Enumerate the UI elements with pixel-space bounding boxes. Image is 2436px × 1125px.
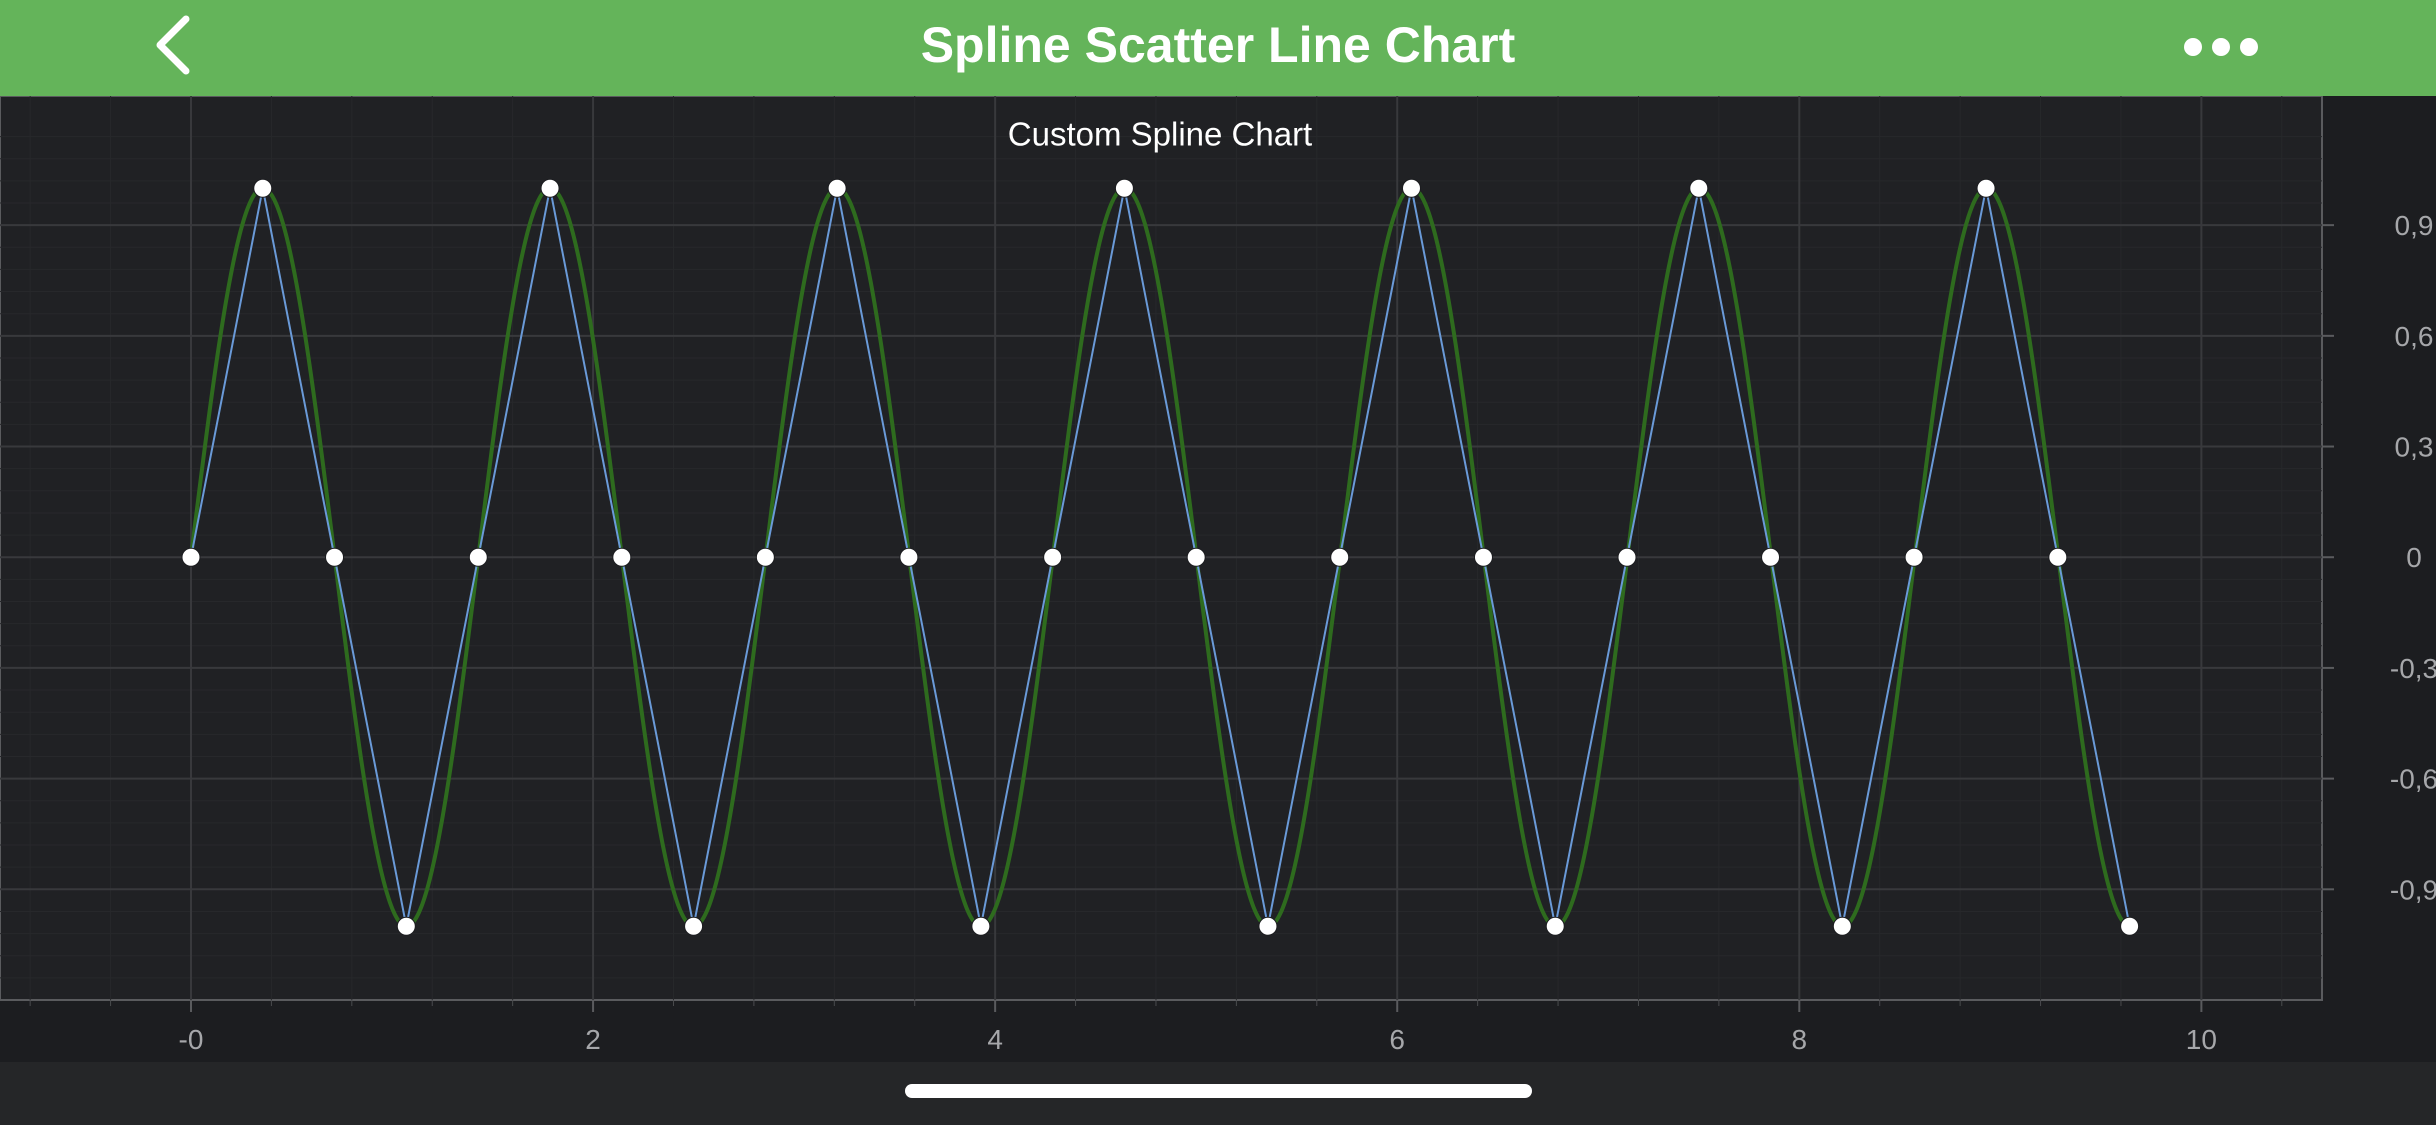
data-point-marker: [755, 547, 775, 567]
x-tick-label: -0: [179, 1024, 204, 1055]
data-point-marker: [540, 178, 560, 198]
x-tick-label: 10: [2186, 1024, 2217, 1055]
plot-background: [0, 96, 2323, 1001]
back-button[interactable]: [138, 12, 208, 78]
more-options-button[interactable]: [2176, 22, 2266, 72]
data-point-marker: [1545, 916, 1565, 936]
y-tick-label: -0,3: [2390, 653, 2436, 684]
spline-scatter-chart[interactable]: -0 2 4 6 8 10 0,9 0,6 0,3 0 -0,3 -0,6 -0,9 Custom Sp…: [0, 96, 2436, 1062]
x-tick-label: 2: [585, 1024, 601, 1055]
data-point-marker: [1258, 916, 1278, 936]
data-point-marker: [396, 916, 416, 936]
data-point-marker: [468, 547, 488, 567]
data-point-marker: [971, 916, 991, 936]
data-point-marker: [1832, 916, 1852, 936]
data-point-marker: [612, 547, 632, 567]
data-point-marker: [2048, 547, 2068, 567]
data-point-marker: [1617, 547, 1637, 567]
data-point-marker: [1473, 547, 1493, 567]
data-point-marker: [1904, 547, 1924, 567]
chart-title: Custom Spline Chart: [1008, 116, 1312, 153]
data-point-marker: [827, 178, 847, 198]
y-tick-label: 0: [2406, 542, 2422, 573]
data-point-marker: [1976, 178, 1996, 198]
y-tick-label: -0,6: [2390, 764, 2436, 795]
data-point-marker: [1401, 178, 1421, 198]
data-point-marker: [253, 178, 273, 198]
data-point-marker: [1761, 547, 1781, 567]
data-point-marker: [1043, 547, 1063, 567]
bottom-bar: [0, 1062, 2436, 1125]
data-point-marker: [2120, 916, 2140, 936]
data-point-marker: [899, 547, 919, 567]
y-tick-label: -0,9: [2390, 874, 2436, 905]
y-tick-label: 0,6: [2395, 321, 2434, 352]
line-series-line: [190, 188, 2131, 927]
data-point-marker: [181, 547, 201, 567]
home-indicator[interactable]: [905, 1084, 1532, 1098]
data-point-marker: [684, 916, 704, 936]
data-point-marker: [1186, 547, 1206, 567]
x-tick-label: 6: [1389, 1024, 1405, 1055]
x-tick-label: 4: [987, 1024, 1003, 1055]
x-tick-label: 8: [1792, 1024, 1808, 1055]
data-point-marker: [1330, 547, 1350, 567]
y-tick-label: 0,3: [2395, 432, 2434, 463]
chart-surface[interactable]: -0 2 4 6 8 10 0,9 0,6 0,3 0 -0,3 -0,6 -0,9 Custom Sp…: [0, 96, 2436, 1062]
navigation-bar: Spline Scatter Line Chart: [0, 0, 2436, 96]
page-title: Spline Scatter Line Chart: [920, 17, 1516, 73]
data-point-marker: [1114, 178, 1134, 198]
y-tick-label: 0,9: [2395, 210, 2434, 241]
ellipsis-icon: [2184, 38, 2258, 56]
chevron-left-icon: [156, 15, 190, 75]
spline-series-line: [189, 186, 2131, 929]
data-point-marker: [1689, 178, 1709, 198]
data-point-marker: [325, 547, 345, 567]
